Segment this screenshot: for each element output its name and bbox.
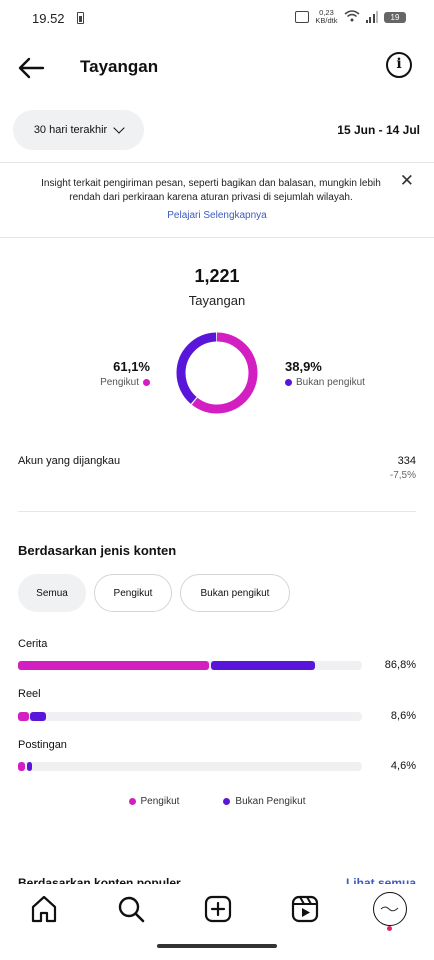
- status-time: 19.52: [32, 11, 65, 26]
- status-icons: 0,23 KB/dtk 19: [295, 9, 406, 25]
- bar-track-stories: [18, 661, 362, 670]
- views-donut-chart: [176, 332, 258, 414]
- row-label-posts: Postingan: [18, 739, 67, 751]
- row-pct-posts: 4,6%: [390, 760, 416, 772]
- bar-segment-non-follower: [210, 661, 316, 670]
- views-label: Tayangan: [188, 293, 246, 308]
- followers-pct: 61,1%: [113, 359, 150, 374]
- create-post-icon[interactable]: [203, 894, 233, 924]
- close-icon[interactable]: ✕: [399, 171, 414, 190]
- page-title: Tayangan: [80, 57, 159, 76]
- bar-segment-non-follower: [30, 712, 47, 721]
- row-label-stories: Cerita: [18, 638, 48, 650]
- reach-label: Akun yang dijangkau: [18, 455, 121, 467]
- bar-segment-follower: [18, 712, 29, 721]
- home-indicator: [157, 944, 277, 948]
- followers-stat: 61,1% Pengikut: [100, 359, 150, 388]
- info-icon[interactable]: i: [386, 52, 412, 78]
- followers-label: Pengikut: [100, 377, 139, 388]
- notification-dot: [387, 926, 392, 931]
- divider: [0, 162, 434, 163]
- legend-item-non-followers: Bukan Pengikut: [223, 796, 305, 807]
- bar-segment-follower: [18, 762, 26, 771]
- privacy-notice: Insight terkait pengiriman pesan, sepert…: [41, 178, 381, 203]
- views-total: 1,221: [194, 266, 240, 286]
- chip-all[interactable]: Semua: [18, 574, 86, 612]
- row-pct-reels: 8,6%: [390, 710, 416, 722]
- home-icon[interactable]: [29, 894, 59, 924]
- bar-track-posts: [18, 762, 362, 771]
- row-pct-stories: 86,8%: [384, 659, 416, 671]
- chip-non-followers[interactable]: Bukan pengikut: [180, 574, 290, 612]
- net-unit: KB/dtk: [315, 16, 338, 25]
- follower-dot: [143, 379, 150, 386]
- chart-legend: Pengikut Bukan Pengikut: [0, 796, 434, 807]
- non-followers-stat: 38,9% Bukan pengikut: [285, 359, 365, 388]
- period-dropdown[interactable]: 30 hari terakhir: [13, 110, 144, 150]
- donut-slice-followers: [176, 332, 258, 414]
- net-rate: 0,23: [319, 8, 334, 17]
- non-followers-pct: 38,9%: [285, 359, 322, 374]
- status-bar: 19.52 0,23 KB/dtk 19: [0, 0, 434, 36]
- back-arrow-icon[interactable]: [16, 54, 46, 82]
- non-followers-label: Bukan pengikut: [296, 377, 365, 388]
- battery-icon: 19: [384, 11, 406, 23]
- bar-segment-non-follower: [26, 762, 33, 771]
- bar-track-reels: [18, 712, 362, 721]
- donut-slice-non-followers: [176, 332, 258, 414]
- chip-followers[interactable]: Pengikut: [94, 574, 172, 612]
- bottom-nav: [0, 884, 434, 960]
- date-range: 15 Jun - 14 Jul: [337, 123, 420, 137]
- network-speed: 0,23 KB/dtk: [315, 9, 337, 25]
- reach-change: -7,5%: [389, 470, 416, 481]
- chevron-down-icon: [113, 122, 125, 134]
- legend-dot-non-followers: [223, 798, 231, 805]
- divider: [0, 237, 434, 238]
- signal-icon: [365, 11, 378, 23]
- reach-value: 334: [397, 455, 416, 467]
- vibrate-icon: [295, 11, 310, 23]
- battery-saver-icon: [77, 12, 84, 24]
- divider: [18, 511, 416, 512]
- bar-segment-follower: [18, 661, 210, 670]
- profile-avatar[interactable]: [373, 892, 407, 926]
- legend-dot-followers: [128, 798, 136, 805]
- period-label: 30 hari terakhir: [33, 124, 108, 136]
- reels-icon[interactable]: [290, 894, 320, 924]
- audience-filter-chips: Semua Pengikut Bukan pengikut: [18, 574, 290, 612]
- top-bar: Tayangan i: [0, 46, 434, 90]
- wifi-icon: [344, 9, 360, 25]
- non-follower-dot: [285, 379, 292, 386]
- learn-more-link[interactable]: Pelajari Selengkapnya: [167, 210, 267, 221]
- legend-label-followers: Pengikut: [140, 796, 180, 807]
- legend-item-followers: Pengikut: [128, 796, 180, 807]
- row-label-reels: Reel: [18, 688, 41, 700]
- content-type-title: Berdasarkan jenis konten: [18, 543, 177, 558]
- legend-label-non-followers: Bukan Pengikut: [235, 796, 306, 807]
- search-icon[interactable]: [116, 894, 146, 924]
